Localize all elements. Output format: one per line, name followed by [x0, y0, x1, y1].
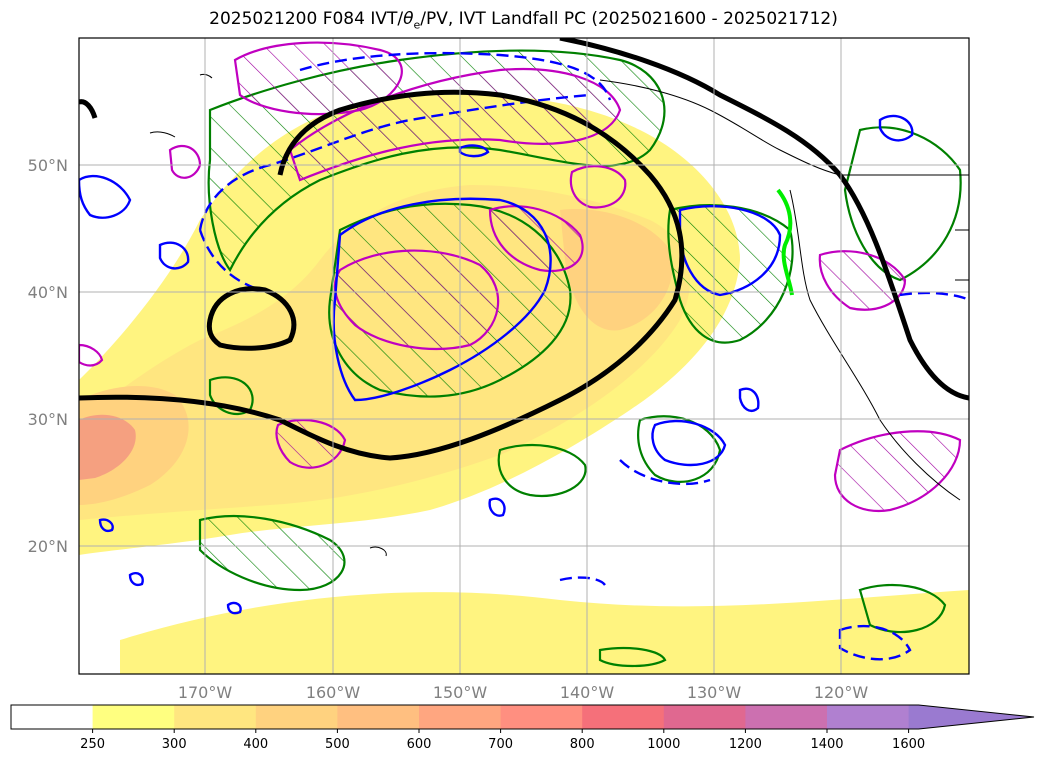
black-contour-low: [206, 286, 297, 351]
title-text-2: /PV, IVT Landfall PC (2025021600 - 20250…: [420, 9, 838, 29]
blue-dashed-south: [559, 576, 606, 586]
coast-west-us: [789, 189, 961, 501]
blue-contour-mid: [488, 497, 506, 517]
green-region-bottom: [598, 646, 667, 668]
lon-label: 150°W: [433, 683, 488, 702]
green-region-far-se: [858, 583, 947, 634]
colorbar-tick-label: 400: [243, 737, 268, 752]
purple-region-se: [833, 430, 962, 513]
blue-dashed-far-se: [838, 624, 912, 661]
colorbar-tick-label: 300: [162, 737, 187, 752]
map-layers: [79, 38, 969, 674]
blue-contour-sw: [128, 571, 144, 587]
green-region-se: [637, 415, 722, 483]
chart-title: 2025021200 F084 IVT/θe/PV, IVT Landfall …: [0, 9, 1047, 31]
colorbar-segment: [827, 705, 910, 729]
colorbar-tick-label: 1000: [647, 737, 680, 752]
blue-contour-se: [651, 419, 727, 467]
colorbar-tick-label: 500: [325, 737, 350, 752]
map-frame: [78, 37, 970, 675]
lon-labels: 170°W 160°W 150°W 140°W 130°W 120°W: [178, 683, 869, 702]
colorbar-tick-label: 1200: [729, 737, 762, 752]
colorbar-tick-label: 1600: [892, 737, 925, 752]
colorbar-segment: [11, 705, 94, 729]
blue-contour-west: [79, 174, 132, 219]
ivt-band-400-east: [560, 209, 673, 331]
lat-labels: 50°N 40°N 30°N 20°N: [28, 156, 68, 556]
blue-dashed-se: [619, 459, 711, 486]
ivt-band-600: [79, 414, 136, 480]
purple-region-south: [275, 418, 347, 469]
colorbar-segment: [419, 705, 502, 729]
lat-label: 50°N: [28, 156, 68, 175]
lat-label: 30°N: [28, 410, 68, 429]
colorbar-tick-label: 600: [407, 737, 432, 752]
lon-label: 140°W: [560, 683, 615, 702]
lon-label: 120°W: [814, 683, 869, 702]
colorbar-tick-label: 700: [488, 737, 513, 752]
colorbar-segment: [92, 705, 175, 729]
blue-contour-ne: [878, 114, 914, 142]
purple-region-center-east: [488, 205, 584, 273]
colorbar: 250 300 400 500 600 700 800 1000 1200 1400 1600: [10, 704, 1035, 752]
purple-region-edge: [79, 343, 104, 367]
colorbar-segment: [745, 705, 828, 729]
colorbar-segment: [500, 705, 583, 729]
black-contour-nw: [79, 99, 98, 119]
lon-label: 160°W: [306, 683, 361, 702]
coast-island: [199, 73, 213, 79]
title-text-1: 2025021200 F084 IVT/: [209, 9, 404, 29]
purple-region-small: [569, 165, 627, 209]
blue-contour-small: [158, 241, 190, 270]
blue-dashed-top: [299, 51, 612, 101]
blue-contour-sw2: [98, 518, 114, 533]
coast-alaska: [599, 79, 841, 176]
blue-contours: [79, 114, 914, 615]
landfall-line: [776, 188, 794, 296]
colorbar-segment: [174, 705, 257, 729]
coast-hawaii: [369, 546, 387, 557]
blue-dashed-north: [198, 93, 591, 231]
blue-contour-south: [226, 601, 242, 615]
colorbar-extend-arrow: [908, 705, 1034, 729]
lon-label: 170°W: [178, 683, 233, 702]
purple-region-center: [333, 249, 500, 351]
colorbar-segment: [582, 705, 665, 729]
purple-hatch-regions: [79, 41, 962, 513]
colorbar-tick-label: 800: [570, 737, 595, 752]
lon-label: 130°W: [687, 683, 742, 702]
blue-dashed-coast: [899, 291, 969, 302]
title-theta: θ: [403, 9, 414, 29]
colorbar-segment: [663, 705, 746, 729]
blue-dashed-contours: [198, 51, 969, 661]
green-region-east: [667, 204, 794, 344]
blue-contour-east: [678, 204, 782, 297]
lat-label: 40°N: [28, 283, 68, 302]
black-contour-main: [79, 89, 685, 461]
coastlines: [149, 73, 969, 557]
green-region-coast: [843, 126, 962, 282]
coast-box: [955, 229, 969, 281]
title-subscript: e: [413, 18, 421, 32]
black-contour-east: [559, 38, 969, 401]
green-region-sw: [198, 514, 346, 592]
blue-contour-tiny: [458, 144, 490, 158]
purple-region-upper: [288, 67, 622, 182]
colorbar-tick-label: 1400: [810, 737, 843, 752]
colorbar-outline: [10, 704, 1035, 730]
colorbar-tick-label: 250: [80, 737, 105, 752]
ivt-band-south: [120, 590, 969, 674]
colorbar-segment: [337, 705, 420, 729]
purple-region-north: [233, 41, 403, 116]
gridlines: [79, 38, 969, 674]
colorbar-segment: [255, 705, 338, 729]
lat-label: 20°N: [28, 537, 68, 556]
black-contours: [79, 38, 969, 461]
coast-aleutian: [149, 131, 176, 138]
green-region-mid: [497, 443, 587, 498]
blue-contour-islet: [738, 387, 760, 412]
